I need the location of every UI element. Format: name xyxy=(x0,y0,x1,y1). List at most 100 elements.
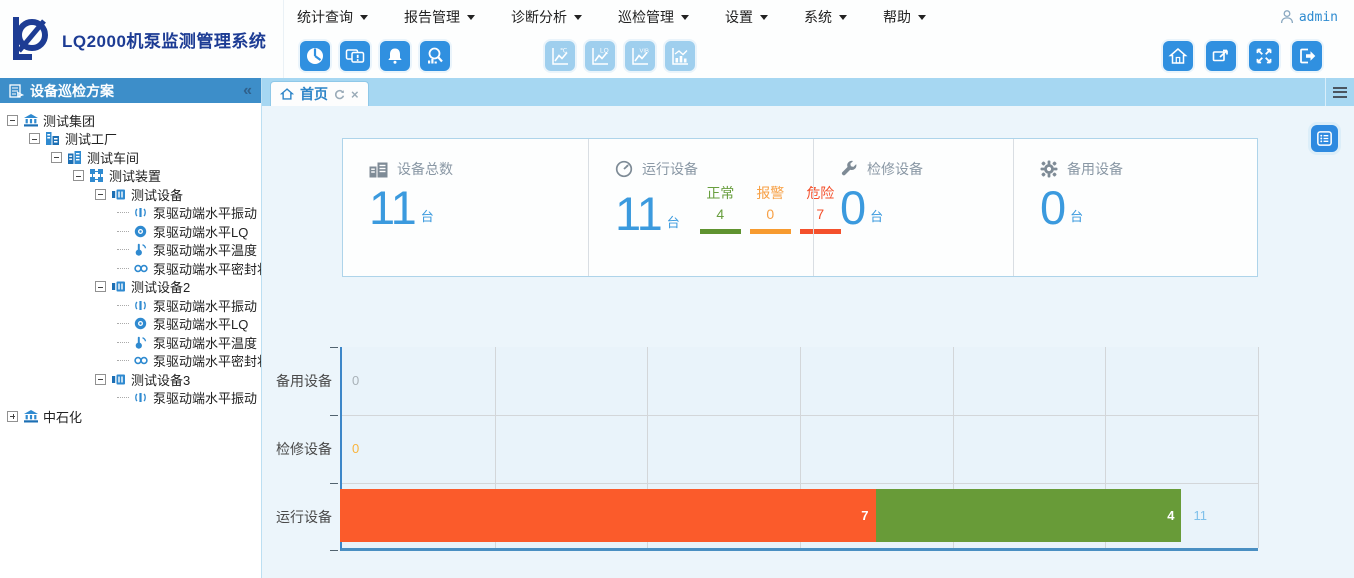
tree-node[interactable]: 测试设备 xyxy=(0,185,261,204)
card-value: 0 xyxy=(1040,181,1066,234)
lq-trend-button[interactable]: LQ xyxy=(585,41,615,71)
tree-collapse-icon[interactable] xyxy=(95,188,106,200)
vibration-icon xyxy=(133,206,148,220)
dashboard-content: 设备总数 11 台 运行设备 11 台 xyxy=(262,106,1354,578)
bar-row: 7 4 11 xyxy=(340,489,1258,542)
tree-collapse-icon[interactable] xyxy=(73,170,84,182)
sidebar-title: 设备巡检方案 xyxy=(30,82,114,99)
logout-button[interactable] xyxy=(1292,41,1322,71)
tree-node[interactable]: 泵驱动端水平密封状态 xyxy=(0,259,261,278)
monitors-alert-button[interactable] xyxy=(340,41,370,71)
gridline xyxy=(1105,347,1107,548)
tree-node-label: 泵驱动端水平振动 xyxy=(153,391,258,407)
bar-segment-危险[interactable]: 7 xyxy=(340,489,876,542)
tree-node-label: 泵驱动端水平密封状态 xyxy=(153,261,261,277)
tree-node[interactable]: 泵驱动端水平密封状态 xyxy=(0,352,261,371)
tree-node[interactable]: 测试集团 xyxy=(0,111,261,130)
alarm-bell-icon xyxy=(385,46,405,66)
card-maintenance-devices: 检修设备 0 台 xyxy=(813,139,1013,276)
vibration-trend-button[interactable]: VIB xyxy=(625,41,655,71)
home-button[interactable] xyxy=(1163,41,1193,71)
tab-list-menu-button[interactable] xyxy=(1325,78,1354,106)
menu-item-reports[interactable]: 报告管理 xyxy=(404,7,475,27)
menu-item-help[interactable]: 帮助 xyxy=(883,7,926,27)
tree-node[interactable]: 泵驱动端水平振动 xyxy=(0,389,261,408)
tree-collapse-icon[interactable] xyxy=(29,133,40,145)
temperature-trend-button[interactable]: ℃ xyxy=(545,41,575,71)
tree-collapse-icon[interactable] xyxy=(7,114,18,126)
gridline xyxy=(342,415,1258,416)
tab-strip: 首页 × xyxy=(262,78,1354,106)
chevron-down-icon xyxy=(760,14,768,20)
tab-refresh-icon[interactable] xyxy=(334,89,345,100)
panel-list-button[interactable] xyxy=(1311,125,1338,152)
new-window-button[interactable] xyxy=(1206,41,1236,71)
menu-item-statistics[interactable]: 统计查询 xyxy=(297,7,368,27)
tree-node[interactable]: 测试设备2 xyxy=(0,278,261,297)
tab-close-icon[interactable]: × xyxy=(351,86,359,102)
tree-node[interactable]: 测试车间 xyxy=(0,148,261,167)
org-icon xyxy=(23,113,38,127)
sidebar-collapse-icon[interactable]: « xyxy=(243,81,252,99)
chart-category-label: 运行设备 xyxy=(276,509,332,525)
tree-node[interactable]: 中石化 xyxy=(0,407,261,426)
new-window-icon xyxy=(1211,46,1231,66)
tree-collapse-icon[interactable] xyxy=(51,151,62,163)
chevron-down-icon xyxy=(467,14,475,20)
factory-icon xyxy=(45,132,60,146)
menu-item-settings[interactable]: 设置 xyxy=(725,7,768,27)
menu-label: 报告管理 xyxy=(404,9,460,25)
temperature-icon xyxy=(133,335,148,349)
bar-total-label: 11 xyxy=(1193,508,1207,523)
tree-node[interactable]: 泵驱动端水平温度 xyxy=(0,241,261,260)
tree-connector xyxy=(117,341,129,343)
menu-item-diagnosis[interactable]: 诊断分析 xyxy=(511,7,582,27)
search-stats-button[interactable] xyxy=(420,41,450,71)
user-icon xyxy=(1279,9,1295,25)
card-running-devices: 运行设备 11 台 正常 4 报警 xyxy=(588,139,841,276)
vibration-icon xyxy=(133,298,148,312)
tree-collapse-icon[interactable] xyxy=(95,281,106,293)
tree-node-label: 泵驱动端水平温度 xyxy=(153,243,258,259)
pie-chart-button[interactable] xyxy=(300,41,330,71)
tab-home[interactable]: 首页 × xyxy=(270,81,369,106)
tree-expand-icon[interactable] xyxy=(7,410,18,422)
gridline xyxy=(800,347,801,548)
alarm-bar xyxy=(749,229,791,234)
tree-collapse-icon[interactable] xyxy=(95,373,106,385)
tree-node[interactable]: 泵驱动端水平LQ xyxy=(0,315,261,334)
card-total-devices: 设备总数 11 台 xyxy=(343,139,588,276)
tree-node[interactable]: 泵驱动端水平振动 xyxy=(0,296,261,315)
user-account[interactable]: admin xyxy=(1279,9,1338,25)
chevron-down-icon xyxy=(574,14,582,20)
menu-item-inspection[interactable]: 巡检管理 xyxy=(618,7,689,27)
chart-category-label: 检修设备 xyxy=(276,441,332,457)
svg-text:VIB: VIB xyxy=(640,49,649,55)
card-unit: 台 xyxy=(1070,209,1084,225)
tree-connector xyxy=(117,249,129,251)
logout-icon xyxy=(1297,46,1317,66)
device-icon xyxy=(111,187,126,201)
home-icon xyxy=(1168,46,1188,66)
tree-node[interactable]: 测试装置 xyxy=(0,167,261,186)
expand-button[interactable] xyxy=(1249,41,1279,71)
menu-label: 系统 xyxy=(804,9,832,25)
chevron-down-icon xyxy=(360,14,368,20)
gridline xyxy=(342,483,1258,484)
tree-connector xyxy=(117,304,129,306)
tree-node[interactable]: 测试设备3 xyxy=(0,370,261,389)
expand-icon xyxy=(1254,46,1274,66)
alarm-bell-button[interactable] xyxy=(380,41,410,71)
tree-node-label: 测试装置 xyxy=(109,169,162,185)
chevron-down-icon xyxy=(918,14,926,20)
home-tab-icon xyxy=(280,87,294,101)
bar-trend-button[interactable] xyxy=(665,41,695,71)
chevron-down-icon xyxy=(839,14,847,20)
bar-trend-icon xyxy=(669,45,691,67)
tree-node[interactable]: 测试工厂 xyxy=(0,130,261,149)
tree-node[interactable]: 泵驱动端水平振动 xyxy=(0,204,261,223)
tree-node[interactable]: 泵驱动端水平LQ xyxy=(0,222,261,241)
bar-segment-正常[interactable]: 4 xyxy=(875,489,1182,542)
tree-node[interactable]: 泵驱动端水平温度 xyxy=(0,333,261,352)
menu-item-system[interactable]: 系统 xyxy=(804,7,847,27)
